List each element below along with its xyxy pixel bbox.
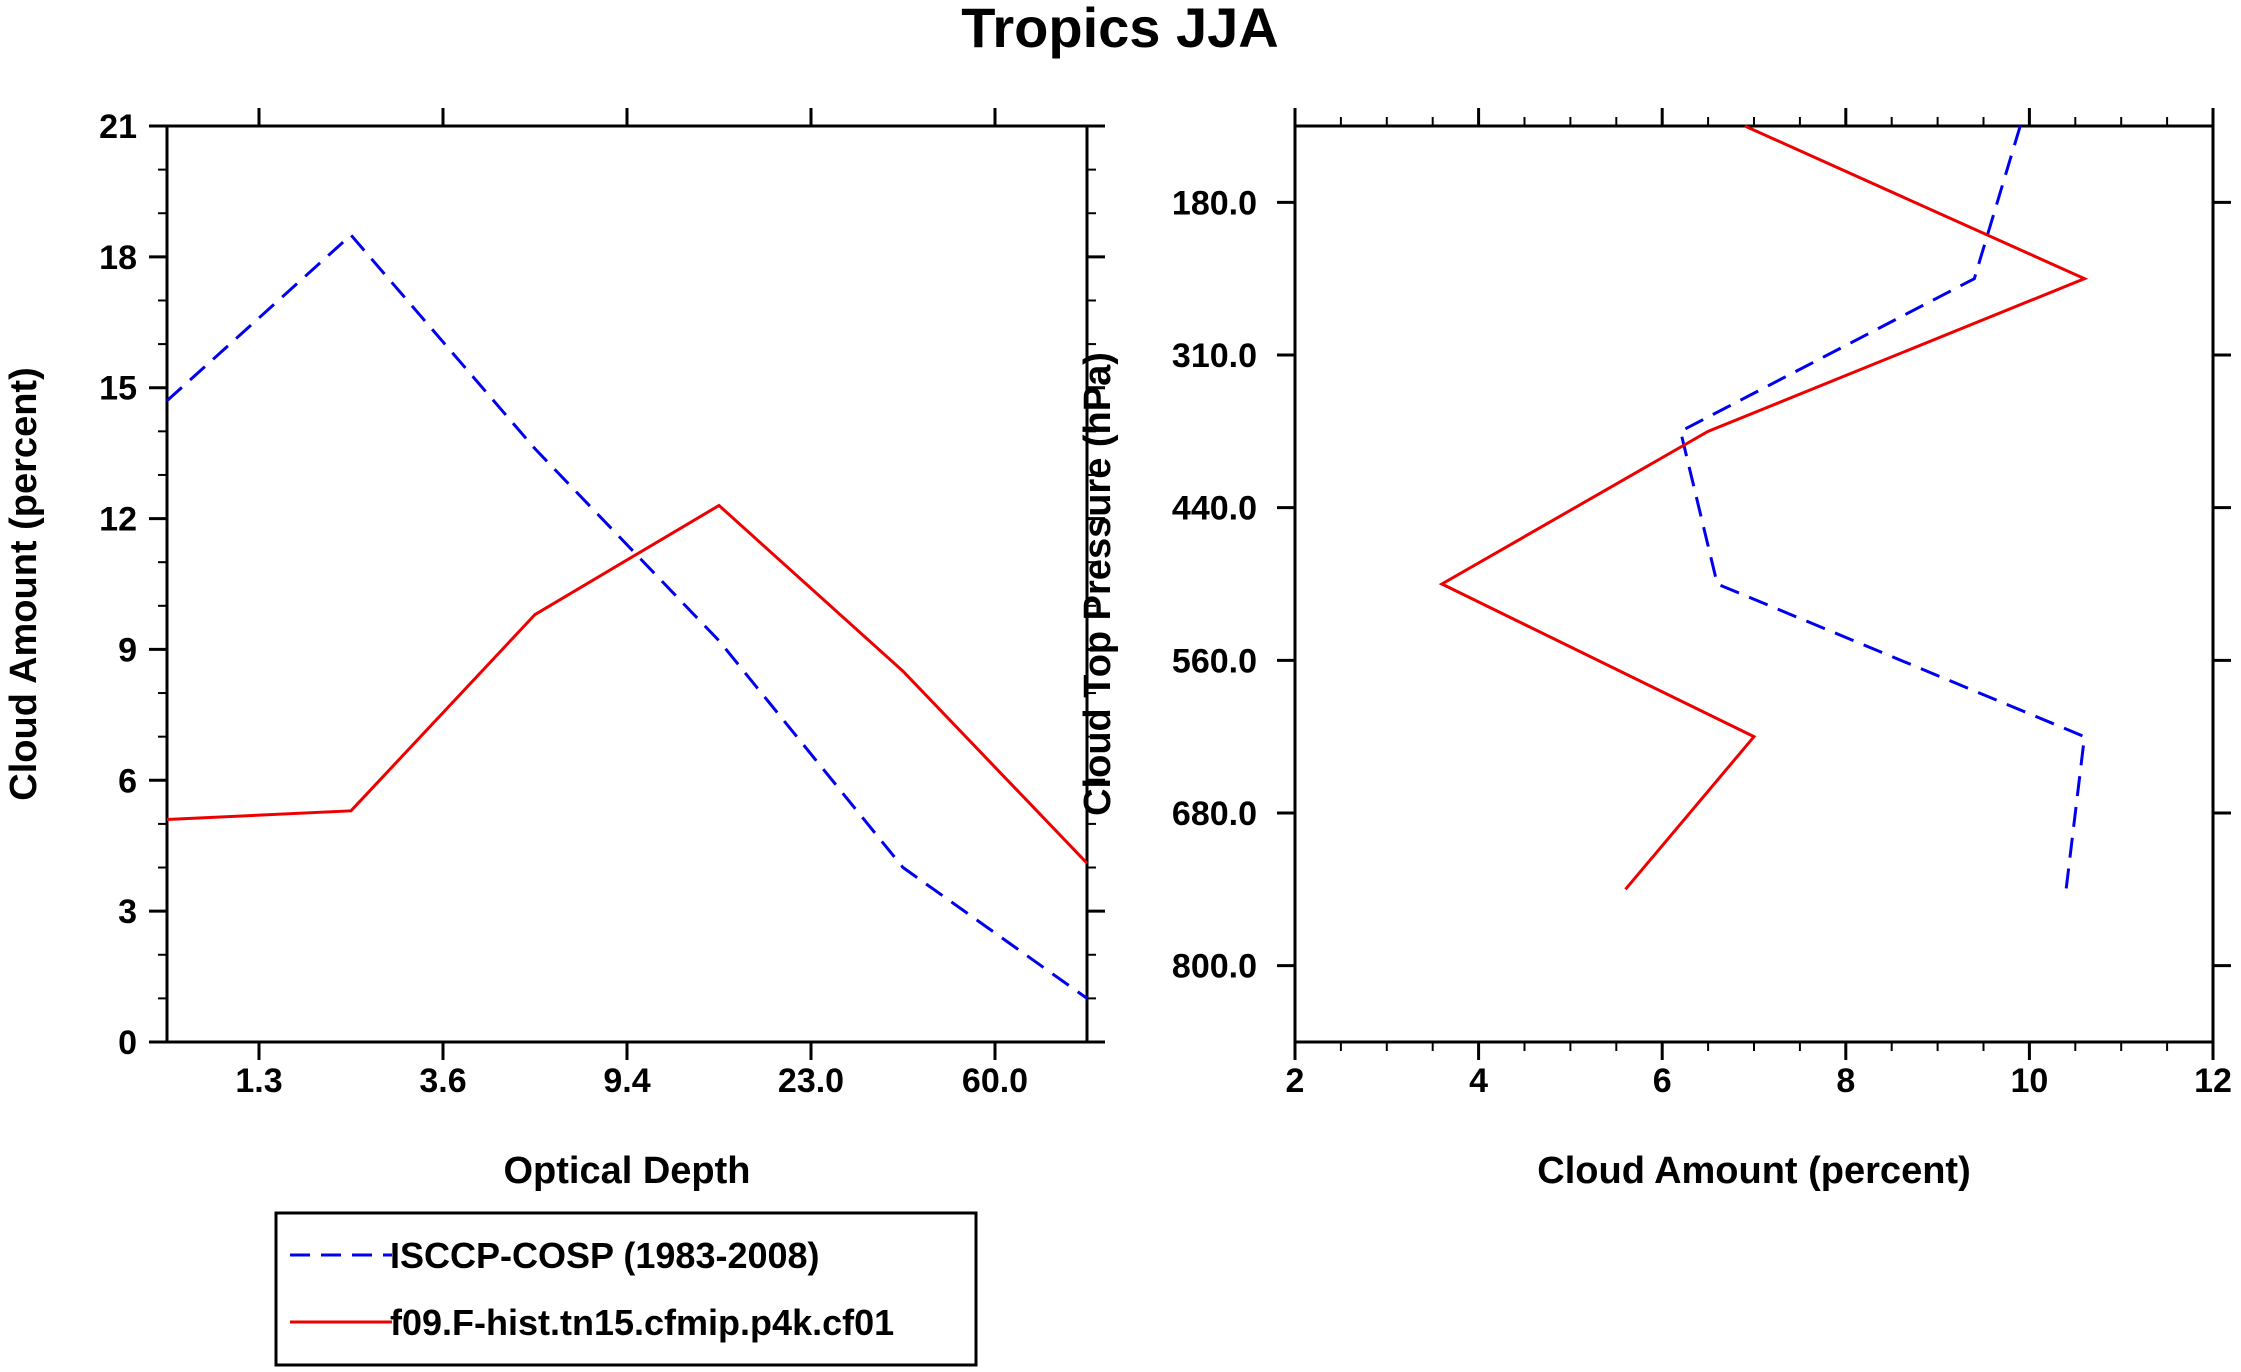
y-tick-label: 21 xyxy=(99,108,137,146)
series-line-model xyxy=(1438,124,2089,891)
series-line-isccp xyxy=(165,232,1088,1000)
x-tick-label: 23.0 xyxy=(778,1062,844,1100)
y-tick-label: 18 xyxy=(99,239,137,277)
x-tick-label: 3.6 xyxy=(419,1062,466,1100)
y-tick-label: 9 xyxy=(118,631,137,669)
y-axis-title: Cloud Top Pressure (hPa) xyxy=(1077,352,1119,816)
x-tick-label: 6 xyxy=(1653,1062,1672,1100)
optical-depth-panel: 0 3 6 9 12 15 18 21 1.3 3.6 9.4 23.0 60.0 Optical Dep… xyxy=(3,108,1105,1192)
x-tick-label: 9.4 xyxy=(603,1062,650,1100)
y-tick-label: 440.0 xyxy=(1172,490,1257,528)
y-tick-label: 0 xyxy=(118,1024,137,1062)
x-tick-label: 10 xyxy=(2010,1062,2048,1100)
legend: ISCCP-COSP (1983-2008) f09.F-hist.tn15.c… xyxy=(274,1211,978,1367)
legend-label-isccp: ISCCP-COSP (1983-2008) xyxy=(390,1235,820,1276)
pressure-profile-panel: 2 4 6 8 10 12 180.0 310.0 440.0 560.0 680.0 800.0 Cl… xyxy=(1077,108,2232,1192)
x-tick-label: 12 xyxy=(2194,1062,2232,1100)
chart-title: Tropics JJA xyxy=(961,0,1278,59)
x-tick-label: 1.3 xyxy=(235,1062,282,1100)
y-tick-label: 800.0 xyxy=(1172,948,1257,986)
y-tick-label: 310.0 xyxy=(1172,337,1257,375)
series-line-isccp xyxy=(1678,125,2087,890)
y-tick-label: 3 xyxy=(118,893,137,931)
y-tick-label: 180.0 xyxy=(1172,184,1257,222)
x-tick-label: 4 xyxy=(1469,1062,1488,1100)
plot-frame-1 xyxy=(165,124,1089,1044)
y-tick-label: 6 xyxy=(118,762,137,800)
x-axis-title: Cloud Amount (percent) xyxy=(1537,1150,1970,1192)
y-tick-label: 15 xyxy=(99,370,137,408)
x-tick-label: 8 xyxy=(1836,1062,1855,1100)
x-tick-label: 60.0 xyxy=(962,1062,1028,1100)
plot-frame-2 xyxy=(1293,124,2215,1044)
x-tick-label: 2 xyxy=(1286,1062,1305,1100)
y-tick-label: 680.0 xyxy=(1172,795,1257,833)
y-tick-label: 560.0 xyxy=(1172,642,1257,680)
legend-label-model: f09.F-hist.tn15.cfmip.p4k.cf01 xyxy=(390,1302,894,1343)
series-line-model xyxy=(166,503,1089,865)
legend-box xyxy=(274,1211,978,1367)
x-axis-title: Optical Depth xyxy=(503,1150,750,1192)
y-axis-title: Cloud Amount (percent) xyxy=(3,367,45,800)
y-tick-label: 12 xyxy=(99,501,137,539)
